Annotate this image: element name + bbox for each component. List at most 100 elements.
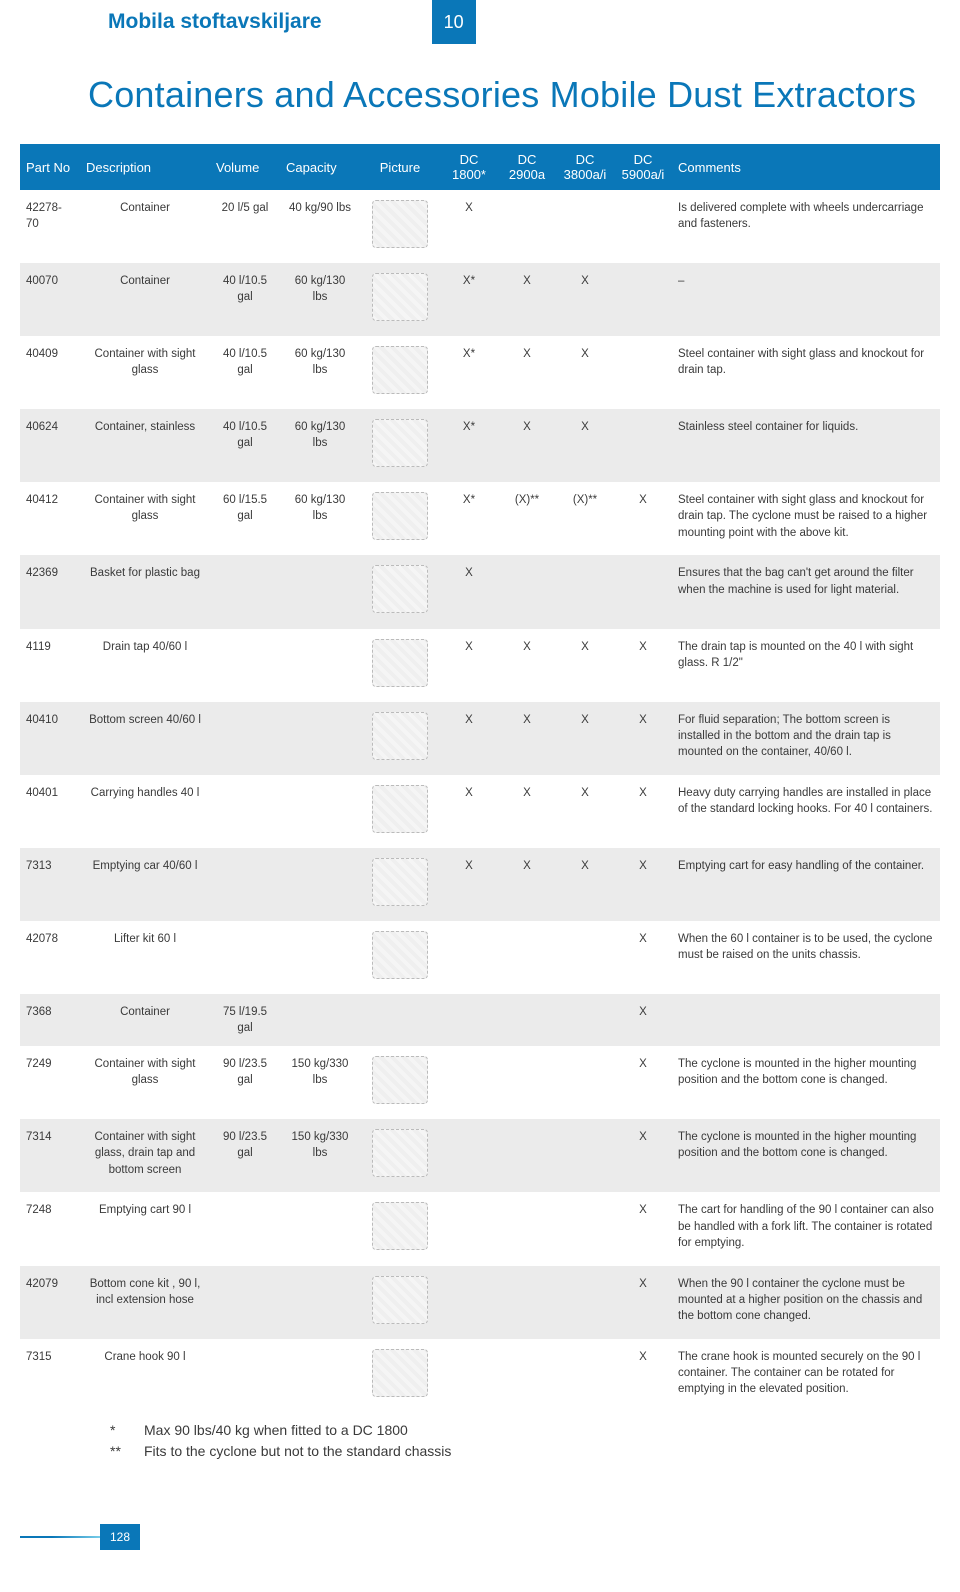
cell-volume: 20 l/5 gal	[210, 190, 280, 263]
cell-capacity	[280, 775, 360, 848]
cell-comments: The cyclone is mounted in the higher mou…	[672, 1046, 940, 1119]
column-header: Description	[80, 144, 210, 190]
cell-description: Emptying car 40/60 l	[80, 848, 210, 921]
cell-capacity: 60 kg/130 lbs	[280, 336, 360, 409]
cell-volume: 90 l/23.5 gal	[210, 1119, 280, 1192]
cell-description: Container with sight glass	[80, 1046, 210, 1119]
footer-page-number: 128	[100, 1524, 140, 1550]
cell-dc3800: (X)**	[556, 482, 614, 555]
cell-description: Container with sight glass	[80, 482, 210, 555]
cell-dc5900: X	[614, 702, 672, 775]
cell-dc1800: X*	[440, 482, 498, 555]
cell-dc3800: X	[556, 702, 614, 775]
table-row: 40624Container, stainless40 l/10.5 gal60…	[20, 409, 940, 482]
cell-dc5900: X	[614, 921, 672, 994]
page-title: Containers and Accessories Mobile Dust E…	[88, 74, 940, 116]
table-row: 42079Bottom cone kit , 90 l, incl extens…	[20, 1266, 940, 1339]
cell-dc1800	[440, 1119, 498, 1192]
cell-capacity: 40 kg/90 lbs	[280, 190, 360, 263]
cell-dc1800: X	[440, 629, 498, 702]
cell-capacity	[280, 848, 360, 921]
cell-comments: For fluid separation; The bottom screen …	[672, 702, 940, 775]
picture-placeholder	[372, 785, 428, 833]
cell-dc5900	[614, 263, 672, 336]
cell-part-no: 7249	[20, 1046, 80, 1119]
cell-volume	[210, 702, 280, 775]
cell-picture	[360, 409, 440, 482]
cell-volume	[210, 775, 280, 848]
cell-dc1800: X	[440, 775, 498, 848]
cell-description: Container with sight glass	[80, 336, 210, 409]
cell-comments: When the 60 l container is to be used, t…	[672, 921, 940, 994]
table-header: Part NoDescriptionVolumeCapacityPictureD…	[20, 144, 940, 190]
table-row: 40412Container with sight glass60 l/15.5…	[20, 482, 940, 555]
cell-picture	[360, 1119, 440, 1192]
cell-capacity	[280, 994, 360, 1046]
cell-volume: 75 l/19.5 gal	[210, 994, 280, 1046]
cell-picture	[360, 482, 440, 555]
picture-placeholder	[372, 346, 428, 394]
column-header: DC 3800a/i	[556, 144, 614, 190]
cell-dc3800	[556, 1192, 614, 1265]
cell-dc1800	[440, 1046, 498, 1119]
cell-capacity	[280, 1339, 360, 1412]
cell-part-no: 40070	[20, 263, 80, 336]
cell-dc1800	[440, 1192, 498, 1265]
table-row: 40409Container with sight glass40 l/10.5…	[20, 336, 940, 409]
table-row: 7315Crane hook 90 lXThe crane hook is mo…	[20, 1339, 940, 1412]
column-header: DC 5900a/i	[614, 144, 672, 190]
cell-dc2900: X	[498, 702, 556, 775]
cell-dc2900: X	[498, 775, 556, 848]
picture-placeholder	[372, 492, 428, 540]
cell-capacity	[280, 1266, 360, 1339]
cell-dc5900: X	[614, 1339, 672, 1412]
table-row: 7368Container75 l/19.5 galX	[20, 994, 940, 1046]
cell-part-no: 7315	[20, 1339, 80, 1412]
cell-capacity: 60 kg/130 lbs	[280, 409, 360, 482]
cell-part-no: 7313	[20, 848, 80, 921]
cell-picture	[360, 555, 440, 628]
cell-description: Carrying handles 40 l	[80, 775, 210, 848]
table-row: 42078Lifter kit 60 lXWhen the 60 l conta…	[20, 921, 940, 994]
page-footer: 128	[20, 1522, 940, 1552]
cell-dc5900: X	[614, 1266, 672, 1339]
table-row: 7249Container with sight glass90 l/23.5 …	[20, 1046, 940, 1119]
cell-dc2900	[498, 1119, 556, 1192]
cell-part-no: 42078	[20, 921, 80, 994]
cell-dc2900	[498, 1192, 556, 1265]
cell-dc1800: X	[440, 702, 498, 775]
cell-comments	[672, 994, 940, 1046]
table-body: 42278-70Container20 l/5 gal40 kg/90 lbsX…	[20, 190, 940, 1412]
cell-capacity	[280, 921, 360, 994]
cell-picture	[360, 190, 440, 263]
cell-comments: The drain tap is mounted on the 40 l wit…	[672, 629, 940, 702]
picture-placeholder	[372, 1202, 428, 1250]
cell-dc3800	[556, 1339, 614, 1412]
cell-dc2900	[498, 994, 556, 1046]
cell-dc2900	[498, 1046, 556, 1119]
cell-comments: Emptying cart for easy handling of the c…	[672, 848, 940, 921]
picture-placeholder	[372, 1129, 428, 1177]
cell-part-no: 42079	[20, 1266, 80, 1339]
cell-comments: Ensures that the bag can't get around th…	[672, 555, 940, 628]
cell-volume	[210, 921, 280, 994]
picture-placeholder	[372, 419, 428, 467]
table-row: 7313Emptying car 40/60 lXXXXEmptying car…	[20, 848, 940, 921]
table-row: 4119Drain tap 40/60 lXXXXThe drain tap i…	[20, 629, 940, 702]
cell-dc2900	[498, 1266, 556, 1339]
cell-capacity: 60 kg/130 lbs	[280, 482, 360, 555]
table-row: 40410Bottom screen 40/60 lXXXXFor fluid …	[20, 702, 940, 775]
footnote-text: Max 90 lbs/40 kg when fitted to a DC 180…	[144, 1420, 408, 1441]
cell-volume	[210, 1339, 280, 1412]
cell-picture	[360, 1192, 440, 1265]
cell-picture	[360, 921, 440, 994]
cell-capacity	[280, 1192, 360, 1265]
footnote-row: *Max 90 lbs/40 kg when fitted to a DC 18…	[110, 1420, 940, 1441]
cell-dc3800	[556, 1046, 614, 1119]
cell-dc1800: X	[440, 848, 498, 921]
footer-stripe	[20, 1536, 100, 1538]
cell-volume: 90 l/23.5 gal	[210, 1046, 280, 1119]
cell-dc5900: X	[614, 775, 672, 848]
cell-description: Bottom screen 40/60 l	[80, 702, 210, 775]
cell-comments: When the 90 l container the cyclone must…	[672, 1266, 940, 1339]
